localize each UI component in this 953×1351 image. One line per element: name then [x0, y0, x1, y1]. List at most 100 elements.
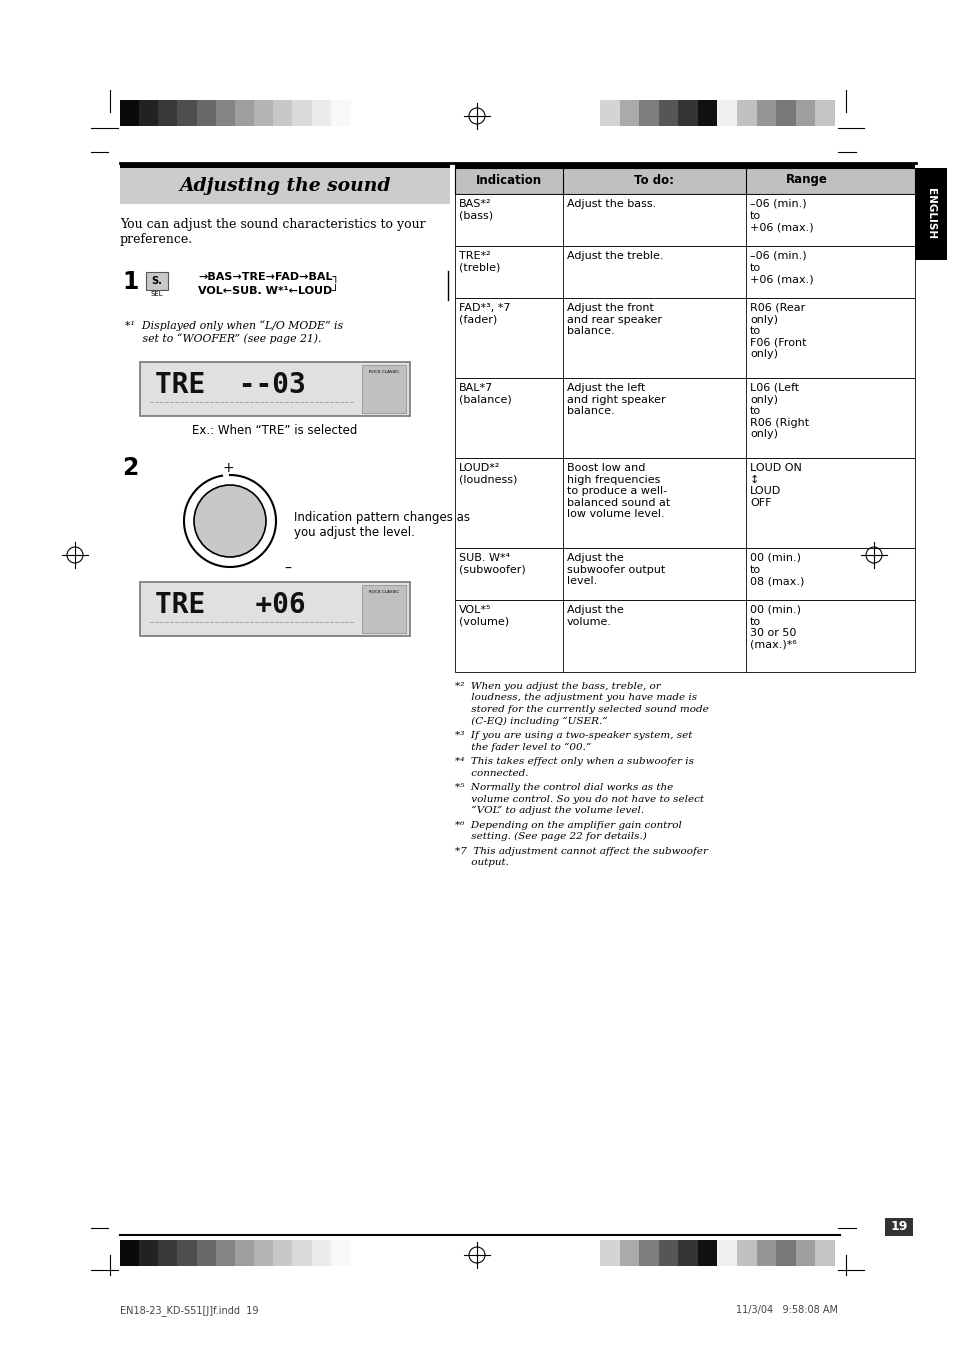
- Text: LOUD ON
↕
LOUD
OFF: LOUD ON ↕ LOUD OFF: [749, 463, 801, 508]
- Bar: [158, 100, 178, 126]
- Bar: [455, 549, 914, 600]
- Bar: [177, 1240, 197, 1266]
- Text: Adjust the bass.: Adjust the bass.: [566, 199, 656, 209]
- Bar: [140, 582, 410, 636]
- Bar: [599, 100, 619, 126]
- Bar: [698, 100, 718, 126]
- Bar: [331, 100, 350, 126]
- Bar: [455, 168, 914, 195]
- Bar: [455, 600, 914, 671]
- Bar: [776, 1240, 796, 1266]
- Bar: [215, 1240, 235, 1266]
- Bar: [146, 272, 168, 290]
- Text: loudness, the adjustment you have made is: loudness, the adjustment you have made i…: [455, 693, 697, 703]
- Text: stored for the currently selected sound mode: stored for the currently selected sound …: [455, 705, 708, 713]
- Text: –06 (min.)
to
+06 (max.): –06 (min.) to +06 (max.): [749, 199, 813, 232]
- Bar: [678, 1240, 698, 1266]
- Text: BAS*²
(bass): BAS*² (bass): [458, 199, 493, 220]
- Bar: [331, 1240, 350, 1266]
- Bar: [177, 100, 197, 126]
- Text: TRE*²
(treble): TRE*² (treble): [458, 251, 500, 273]
- Bar: [234, 1240, 254, 1266]
- Text: output.: output.: [455, 858, 508, 867]
- Bar: [253, 100, 274, 126]
- Text: *¹  Displayed only when “L/O MODE” is: *¹ Displayed only when “L/O MODE” is: [125, 320, 343, 331]
- Bar: [196, 1240, 216, 1266]
- Text: You can adjust the sound characteristics to your
preference.: You can adjust the sound characteristics…: [120, 218, 425, 246]
- Text: Adjust the left
and right speaker
balance.: Adjust the left and right speaker balanc…: [566, 382, 665, 416]
- Bar: [698, 1240, 718, 1266]
- Bar: [215, 100, 235, 126]
- Text: TRE  --03: TRE --03: [154, 372, 305, 399]
- Text: you adjust the level.: you adjust the level.: [294, 526, 415, 539]
- Bar: [253, 1240, 274, 1266]
- Bar: [756, 1240, 776, 1266]
- Bar: [361, 365, 406, 413]
- Bar: [455, 163, 914, 168]
- Bar: [599, 1240, 619, 1266]
- Text: L06 (Left
only)
to
R06 (Right
only): L06 (Left only) to R06 (Right only): [749, 382, 808, 439]
- Bar: [795, 1240, 815, 1266]
- Text: “VOL” to adjust the volume level.: “VOL” to adjust the volume level.: [455, 807, 643, 815]
- Bar: [293, 1240, 312, 1266]
- Text: setting. (See page 22 for details.): setting. (See page 22 for details.): [455, 832, 646, 842]
- Bar: [140, 362, 410, 416]
- Text: volume control. So you do not have to select: volume control. So you do not have to se…: [455, 794, 703, 804]
- Text: (C-EQ) including “USER.”: (C-EQ) including “USER.”: [455, 716, 607, 725]
- Text: Ex.: When “TRE” is selected: Ex.: When “TRE” is selected: [193, 424, 357, 436]
- Text: Range: Range: [784, 173, 826, 186]
- Text: 1: 1: [122, 270, 138, 295]
- Text: 00 (min.)
to
08 (max.): 00 (min.) to 08 (max.): [749, 553, 803, 586]
- Bar: [312, 1240, 331, 1266]
- Bar: [618, 1240, 639, 1266]
- Bar: [120, 168, 450, 204]
- Bar: [455, 378, 914, 458]
- Bar: [815, 1240, 835, 1266]
- Bar: [120, 1240, 139, 1266]
- Text: Indication pattern changes as: Indication pattern changes as: [294, 511, 470, 524]
- Text: Adjust the treble.: Adjust the treble.: [566, 251, 662, 261]
- Bar: [756, 100, 776, 126]
- Bar: [274, 1240, 293, 1266]
- Bar: [678, 100, 698, 126]
- Text: →BAS→TRE→FAD→BAL┐: →BAS→TRE→FAD→BAL┐: [198, 272, 339, 282]
- Bar: [312, 100, 331, 126]
- Text: *⁵  Normally the control dial works as the: *⁵ Normally the control dial works as th…: [455, 784, 673, 792]
- Bar: [120, 163, 450, 168]
- Text: Boost low and
high frequencies
to produce a well-
balanced sound at
low volume l: Boost low and high frequencies to produc…: [566, 463, 670, 519]
- Text: ROCK CLASSIC: ROCK CLASSIC: [369, 590, 398, 594]
- Bar: [815, 100, 835, 126]
- Text: *⁶  Depending on the amplifier gain control: *⁶ Depending on the amplifier gain contr…: [455, 820, 681, 830]
- Bar: [361, 585, 406, 634]
- Text: connected.: connected.: [455, 769, 528, 777]
- Bar: [455, 246, 914, 299]
- Text: R06 (Rear
only)
to
F06 (Front
only): R06 (Rear only) to F06 (Front only): [749, 303, 805, 359]
- Bar: [234, 100, 254, 126]
- Text: *⁴  This takes effect only when a subwoofer is: *⁴ This takes effect only when a subwoof…: [455, 757, 693, 766]
- Text: Adjust the front
and rear speaker
balance.: Adjust the front and rear speaker balanc…: [566, 303, 661, 336]
- Bar: [196, 100, 216, 126]
- Text: VOL←SUB. W*¹←LOUD┘: VOL←SUB. W*¹←LOUD┘: [198, 286, 338, 296]
- Text: *³  If you are using a two-speaker system, set: *³ If you are using a two-speaker system…: [455, 731, 692, 740]
- Bar: [455, 195, 914, 246]
- Text: BAL*7
(balance): BAL*7 (balance): [458, 382, 511, 404]
- Text: VOL*⁵
(volume): VOL*⁵ (volume): [458, 605, 509, 627]
- Bar: [158, 1240, 178, 1266]
- Bar: [639, 1240, 659, 1266]
- Text: Adjust the
volume.: Adjust the volume.: [566, 605, 623, 627]
- Bar: [914, 168, 946, 259]
- Text: TRE   +06: TRE +06: [154, 590, 305, 619]
- Text: set to “WOOFER” (see page 21).: set to “WOOFER” (see page 21).: [125, 332, 321, 343]
- Text: *²  When you adjust the bass, treble, or: *² When you adjust the bass, treble, or: [455, 682, 660, 690]
- Bar: [659, 100, 679, 126]
- Text: Adjust the
subwoofer output
level.: Adjust the subwoofer output level.: [566, 553, 664, 586]
- Bar: [120, 100, 139, 126]
- Text: Adjusting the sound: Adjusting the sound: [179, 177, 391, 195]
- Bar: [455, 458, 914, 549]
- Bar: [717, 1240, 737, 1266]
- Circle shape: [193, 485, 266, 557]
- Text: *7  This adjustment cannot affect the subwoofer: *7 This adjustment cannot affect the sub…: [455, 847, 707, 855]
- Bar: [293, 100, 312, 126]
- Text: the fader level to “00.”: the fader level to “00.”: [455, 743, 591, 751]
- Bar: [737, 100, 757, 126]
